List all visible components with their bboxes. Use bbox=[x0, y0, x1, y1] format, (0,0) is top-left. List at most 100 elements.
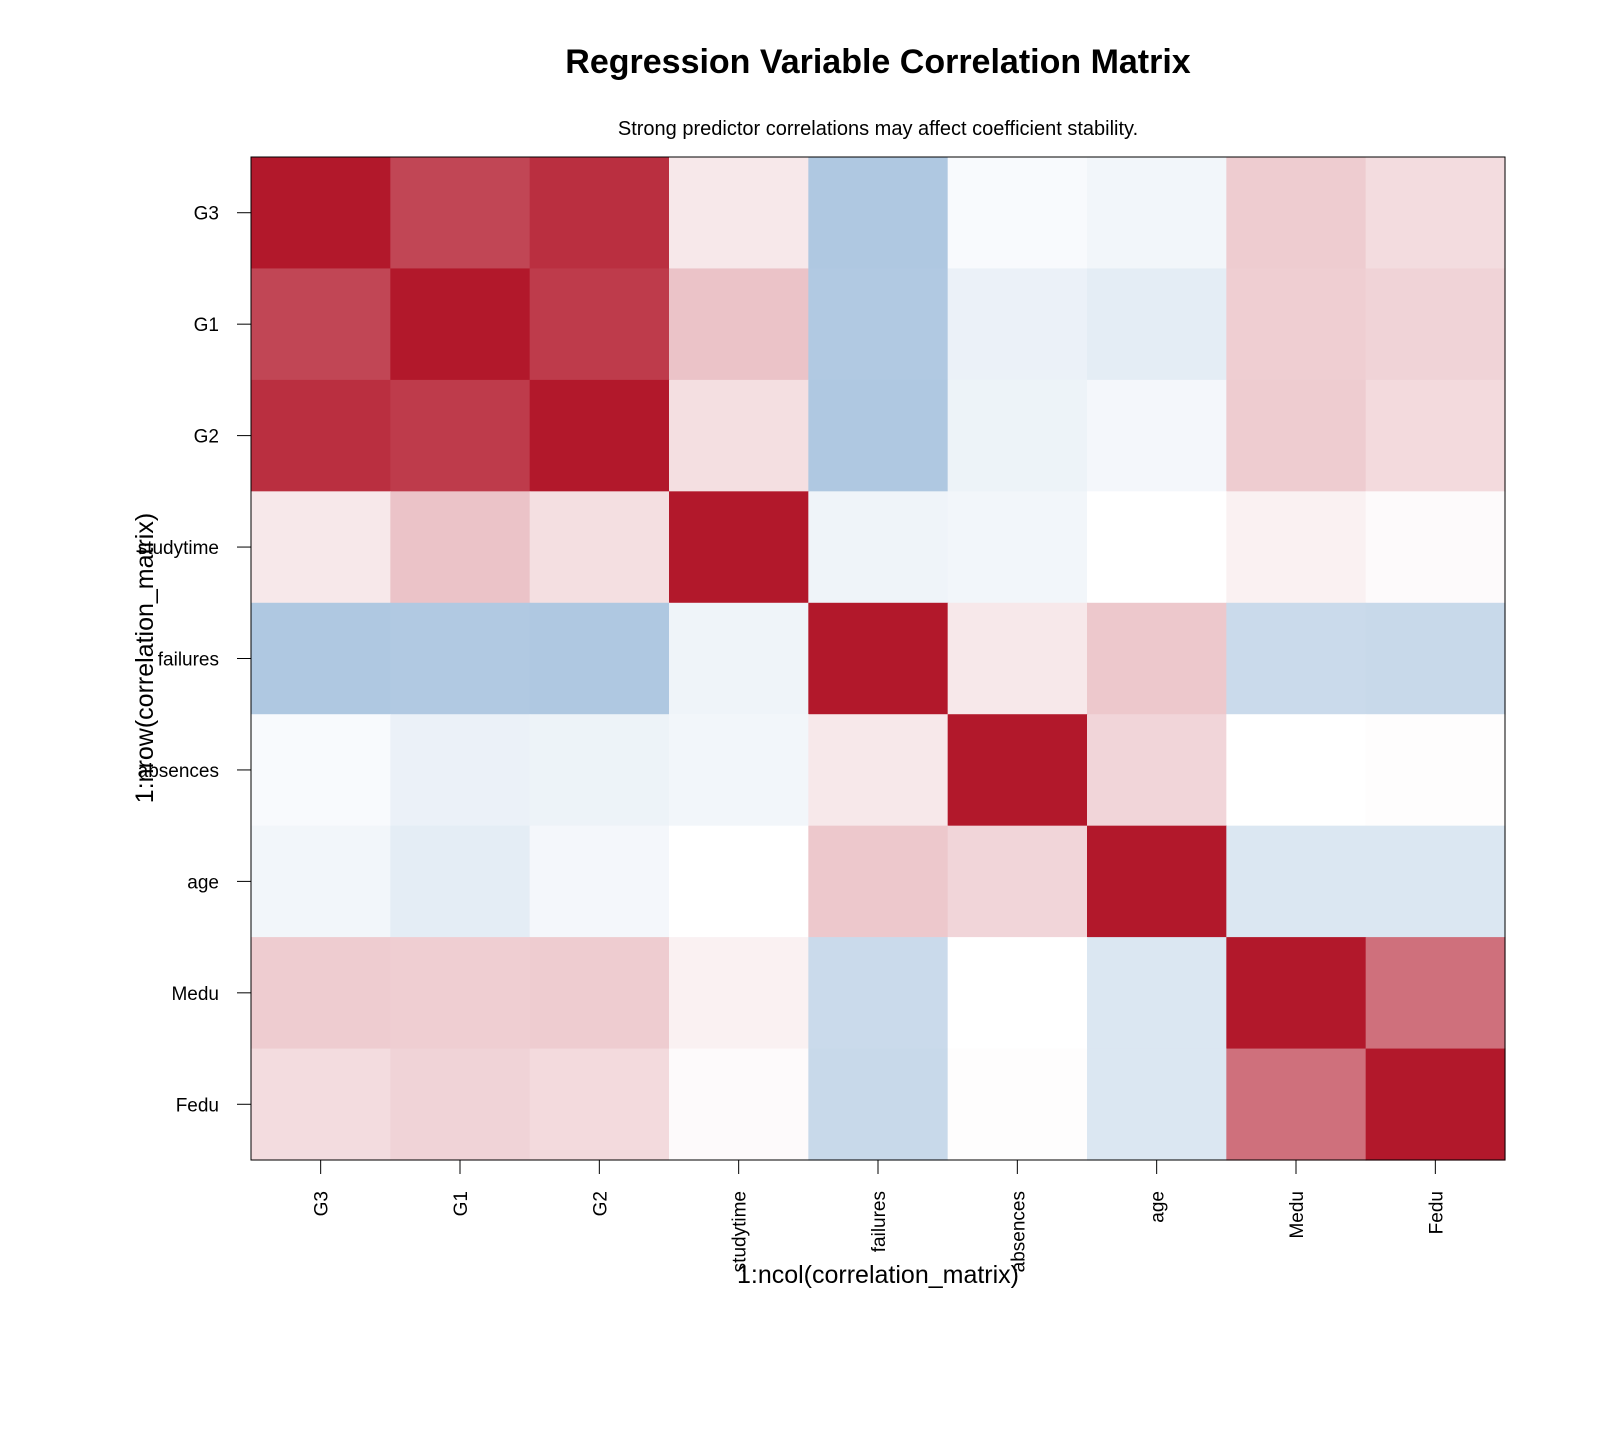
heatmap-cell-studytime-studytime bbox=[669, 491, 809, 604]
heatmap-cell-g1-g3 bbox=[251, 268, 391, 381]
heatmap-cell-studytime-fedu bbox=[1365, 491, 1506, 604]
heatmap-cell-studytime-g1 bbox=[390, 491, 531, 604]
heatmap-cell-studytime-absences bbox=[947, 491, 1088, 604]
heatmap-cell-g1-failures bbox=[808, 268, 949, 381]
heatmap-cell-g3-g1 bbox=[390, 157, 531, 270]
heatmap-cell-fedu-g3 bbox=[251, 1048, 391, 1161]
heatmap-cells bbox=[251, 157, 1506, 1161]
heatmap-cell-g3-medu bbox=[1226, 157, 1367, 270]
y-tick-label: studytime bbox=[138, 538, 219, 559]
heatmap-cell-absences-fedu bbox=[1365, 714, 1506, 827]
heatmap-cell-medu-g3 bbox=[251, 937, 391, 1050]
x-tick-label: Medu bbox=[1287, 1191, 1308, 1239]
heatmap-cell-age-studytime bbox=[669, 825, 809, 938]
x-tick-label: G2 bbox=[590, 1191, 611, 1216]
heatmap-cell-g3-failures bbox=[808, 157, 949, 270]
heatmap-cell-age-absences bbox=[947, 825, 1088, 938]
heatmap-cell-failures-g2 bbox=[529, 602, 670, 715]
chart-title: Regression Variable Correlation Matrix bbox=[565, 43, 1191, 81]
heatmap-cell-studytime-failures bbox=[808, 491, 949, 604]
heatmap-cell-g3-age bbox=[1087, 157, 1227, 270]
heatmap-cell-failures-fedu bbox=[1365, 602, 1506, 715]
heatmap-cell-age-g1 bbox=[390, 825, 531, 938]
heatmap-cell-g3-absences bbox=[947, 157, 1088, 270]
heatmap-cell-fedu-fedu bbox=[1365, 1048, 1506, 1161]
heatmap-cell-fedu-studytime bbox=[669, 1048, 809, 1161]
heatmap-cell-age-failures bbox=[808, 825, 949, 938]
heatmap-cell-g1-studytime bbox=[669, 268, 809, 381]
heatmap-cell-age-age bbox=[1087, 825, 1227, 938]
heatmap-cell-fedu-age bbox=[1087, 1048, 1227, 1161]
heatmap-cell-fedu-medu bbox=[1226, 1048, 1367, 1161]
heatmap-cell-g1-g1 bbox=[390, 268, 531, 381]
heatmap-cell-age-g2 bbox=[529, 825, 670, 938]
heatmap-cell-medu-fedu bbox=[1365, 937, 1506, 1050]
heatmap-cell-studytime-g2 bbox=[529, 491, 670, 604]
chart-subtitle: Strong predictor correlations may affect… bbox=[618, 118, 1138, 140]
heatmap-cell-medu-absences bbox=[947, 937, 1088, 1050]
heatmap-cell-failures-absences bbox=[947, 602, 1088, 715]
heatmap-cell-g3-g2 bbox=[529, 157, 670, 270]
heatmap-cell-age-medu bbox=[1226, 825, 1367, 938]
heatmap-cell-medu-medu bbox=[1226, 937, 1367, 1050]
heatmap-cell-medu-studytime bbox=[669, 937, 809, 1050]
y-tick-label: absences bbox=[138, 761, 219, 782]
heatmap-cell-absences-g3 bbox=[251, 714, 391, 827]
y-tick-label: G2 bbox=[194, 427, 219, 448]
heatmap-cell-absences-studytime bbox=[669, 714, 809, 827]
heatmap-cell-g1-fedu bbox=[1365, 268, 1506, 381]
heatmap-cell-failures-g1 bbox=[390, 602, 531, 715]
heatmap-cell-absences-g1 bbox=[390, 714, 531, 827]
heatmap-cell-g1-absences bbox=[947, 268, 1088, 381]
x-tick-label: studytime bbox=[730, 1191, 751, 1272]
heatmap-cell-g2-fedu bbox=[1365, 379, 1506, 492]
heatmap-cell-fedu-g2 bbox=[529, 1048, 670, 1161]
heatmap-cell-g2-studytime bbox=[669, 379, 809, 492]
heatmap-cell-absences-failures bbox=[808, 714, 949, 827]
y-axis: G3 G1 G2 studytime failures absences age Medu Fe… bbox=[138, 204, 251, 1116]
y-tick-label: Medu bbox=[171, 984, 219, 1005]
heatmap-cell-absences-medu bbox=[1226, 714, 1367, 827]
heatmap-cell-g3-g3 bbox=[251, 157, 391, 270]
heatmap-cell-failures-failures bbox=[808, 602, 949, 715]
heatmap-cell-failures-g3 bbox=[251, 602, 391, 715]
x-tick-label: failures bbox=[869, 1191, 890, 1252]
heatmap-cell-fedu-failures bbox=[808, 1048, 949, 1161]
x-axis: G3 G1 G2 studytime failures absences age Medu Fe… bbox=[312, 1160, 1447, 1272]
heatmap-cell-medu-failures bbox=[808, 937, 949, 1050]
x-tick-label: age bbox=[1148, 1191, 1169, 1223]
heatmap-cell-g2-failures bbox=[808, 379, 949, 492]
heatmap-cell-g3-fedu bbox=[1365, 157, 1506, 270]
x-tick-label: Fedu bbox=[1426, 1191, 1447, 1234]
heatmap-cell-absences-absences bbox=[947, 714, 1088, 827]
heatmap-cell-g1-age bbox=[1087, 268, 1227, 381]
y-tick-label: failures bbox=[158, 650, 219, 671]
heatmap-cell-age-fedu bbox=[1365, 825, 1506, 938]
y-axis-title: 1:nrow(correlation_matrix) bbox=[131, 513, 159, 803]
heatmap-cell-studytime-medu bbox=[1226, 491, 1367, 604]
heatmap-cell-medu-g2 bbox=[529, 937, 670, 1050]
heatmap-cell-g2-absences bbox=[947, 379, 1088, 492]
heatmap-cell-studytime-age bbox=[1087, 491, 1227, 604]
heatmap-cell-age-g3 bbox=[251, 825, 391, 938]
x-tick-label: G1 bbox=[451, 1191, 472, 1216]
heatmap-cell-g3-studytime bbox=[669, 157, 809, 270]
heatmap-cell-fedu-g1 bbox=[390, 1048, 531, 1161]
x-tick-label: G3 bbox=[312, 1191, 333, 1216]
heatmap-cell-g2-g3 bbox=[251, 379, 391, 492]
y-tick-label: G1 bbox=[194, 315, 219, 336]
heatmap-cell-absences-age bbox=[1087, 714, 1227, 827]
heatmap-cell-failures-studytime bbox=[669, 602, 809, 715]
heatmap-cell-g2-g2 bbox=[529, 379, 670, 492]
heatmap-cell-g1-g2 bbox=[529, 268, 670, 381]
heatmap-cell-medu-g1 bbox=[390, 937, 531, 1050]
heatmap-cell-failures-age bbox=[1087, 602, 1227, 715]
heatmap-cell-fedu-absences bbox=[947, 1048, 1088, 1161]
x-tick-label: absences bbox=[1008, 1191, 1029, 1272]
x-axis-title: 1:ncol(correlation_matrix) bbox=[737, 1261, 1019, 1289]
heatmap-cell-medu-age bbox=[1087, 937, 1227, 1050]
heatmap-cell-g2-medu bbox=[1226, 379, 1367, 492]
heatmap-cell-absences-g2 bbox=[529, 714, 670, 827]
heatmap-cell-studytime-g3 bbox=[251, 491, 391, 604]
